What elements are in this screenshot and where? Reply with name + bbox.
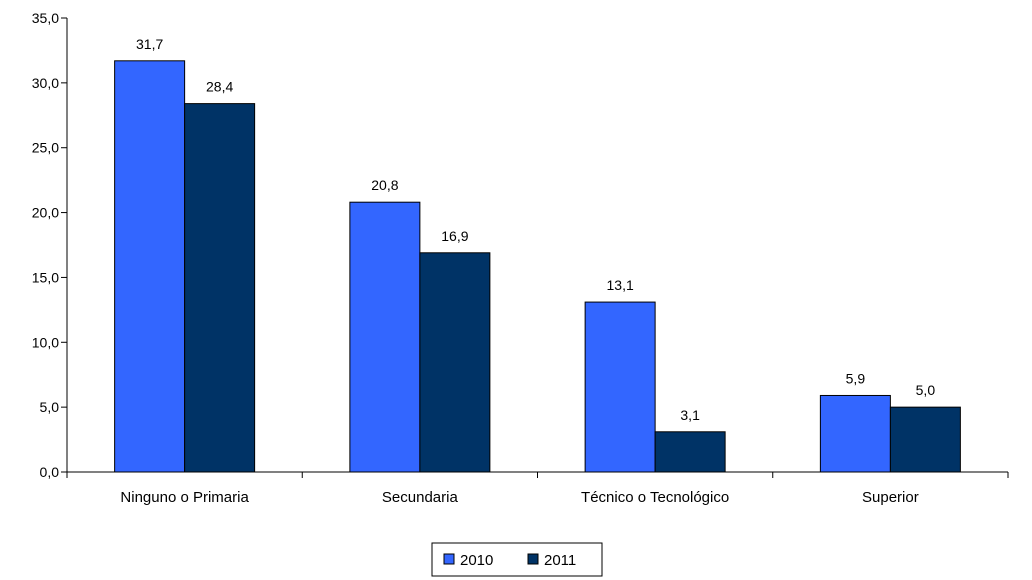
data-label: 20,8 (371, 177, 398, 193)
x-category-label: Secundaria (382, 489, 459, 506)
legend-label: 2011 (544, 552, 576, 569)
y-tick-label: 10,0 (32, 334, 59, 350)
legend-label: 2010 (460, 552, 493, 569)
data-label: 31,7 (136, 36, 163, 52)
data-labels: 31,7 28,4 20,8 16,9 13,1 3,1 5,9 5,0 (136, 36, 935, 423)
data-label: 5,9 (846, 370, 866, 386)
x-category-label: Superior (862, 489, 919, 506)
y-axis: 0,0 5,0 10,0 15,0 20,0 25,0 30,0 35,0 (32, 10, 68, 480)
bar-2010-1 (114, 60, 186, 473)
bar-2010-2 (349, 201, 421, 473)
legend: 2010 2011 (431, 542, 603, 577)
y-tick-label: 5,0 (40, 399, 60, 415)
bar-2010-4 (819, 394, 891, 473)
legend-swatch (527, 553, 539, 565)
y-tick-label: 15,0 (32, 269, 59, 285)
x-axis: Ninguno o Primaria Secundaria Técnico o Te… (66, 471, 1009, 506)
y-tick-label: 0,0 (40, 464, 60, 480)
bar-2010-3 (584, 301, 656, 473)
data-label: 16,9 (441, 228, 468, 244)
legend-box (431, 542, 603, 577)
data-label: 5,0 (916, 382, 936, 398)
bar-2011-1 (184, 103, 256, 473)
data-label: 28,4 (206, 79, 233, 95)
bar-2011-4 (889, 406, 961, 473)
data-label: 3,1 (680, 407, 700, 423)
y-tick-label: 35,0 (32, 10, 59, 26)
x-category-label: Ninguno o Primaria (120, 489, 249, 506)
legend-swatch (443, 553, 455, 565)
x-category-label: Técnico o Tecnológico (581, 489, 729, 506)
y-tick-label: 25,0 (32, 140, 59, 156)
bar-2011-2 (419, 252, 491, 473)
y-tick-label: 20,0 (32, 205, 59, 221)
bar-2011-3 (654, 431, 726, 473)
data-label: 13,1 (607, 277, 634, 293)
y-tick-label: 30,0 (32, 75, 59, 91)
bars (114, 60, 961, 473)
